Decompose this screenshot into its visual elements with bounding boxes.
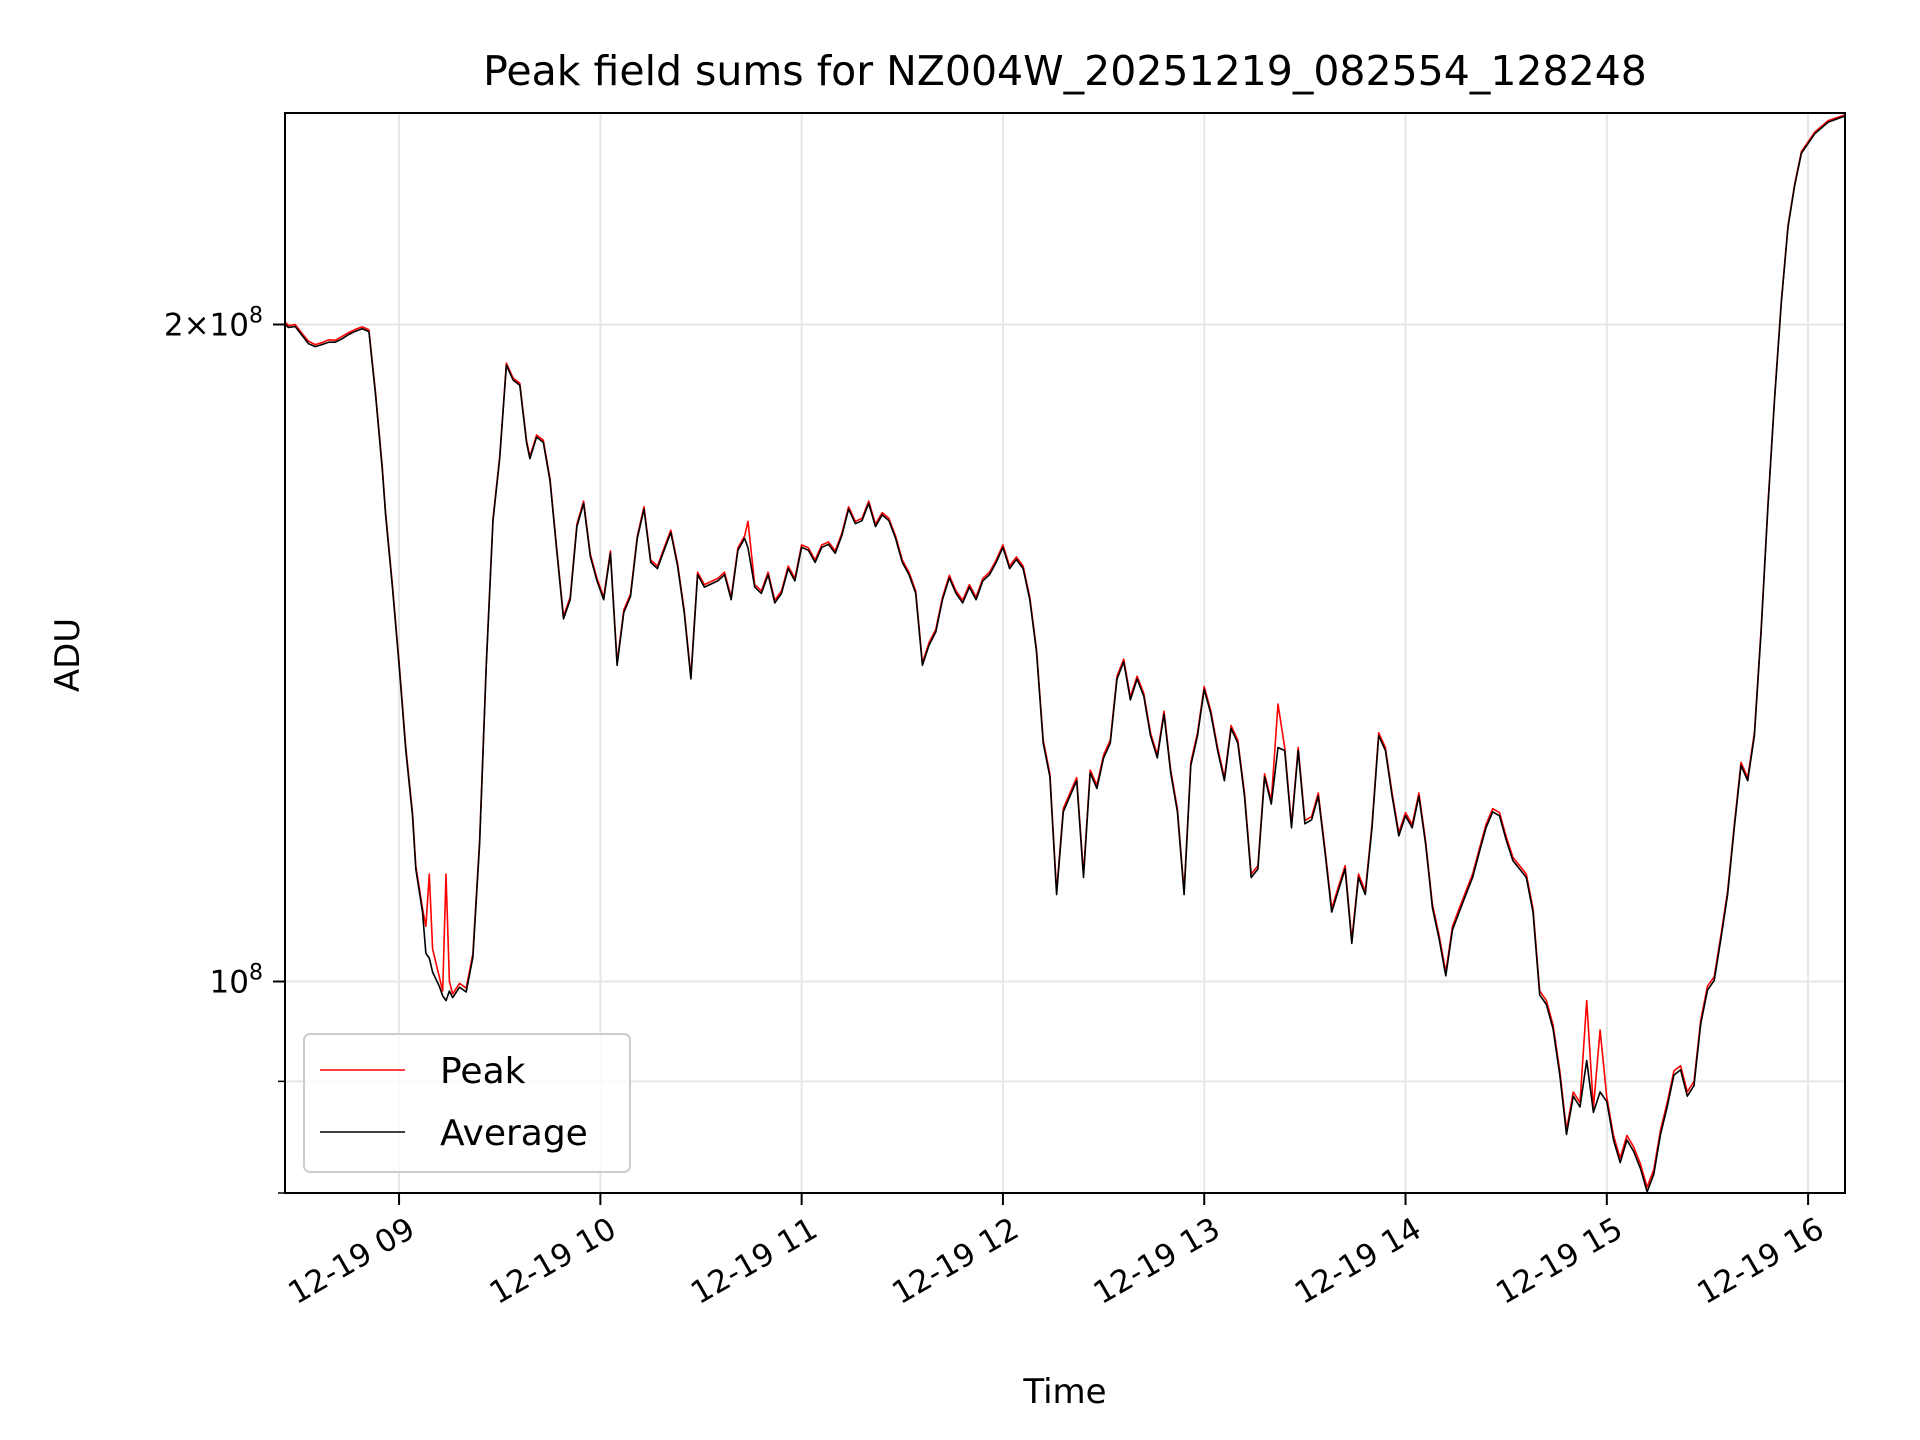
legend: Peak Average bbox=[303, 1033, 631, 1173]
legend-box bbox=[303, 1033, 631, 1173]
plot-frame bbox=[284, 112, 1846, 1194]
y-tick-label: 2×108 bbox=[164, 304, 263, 344]
x-axis-label: Time bbox=[1022, 1372, 1106, 1412]
legend-label-peak: Peak bbox=[440, 1051, 526, 1092]
legend-label-average: Average bbox=[440, 1113, 588, 1154]
series-line-average bbox=[285, 115, 1845, 1193]
y-tick-label: 108 bbox=[210, 960, 263, 1000]
series-layer bbox=[285, 114, 1845, 1193]
chart-title: Peak field sums for NZ004W_20251219_0825… bbox=[483, 47, 1647, 95]
y-axis-label: ADU bbox=[48, 618, 88, 692]
